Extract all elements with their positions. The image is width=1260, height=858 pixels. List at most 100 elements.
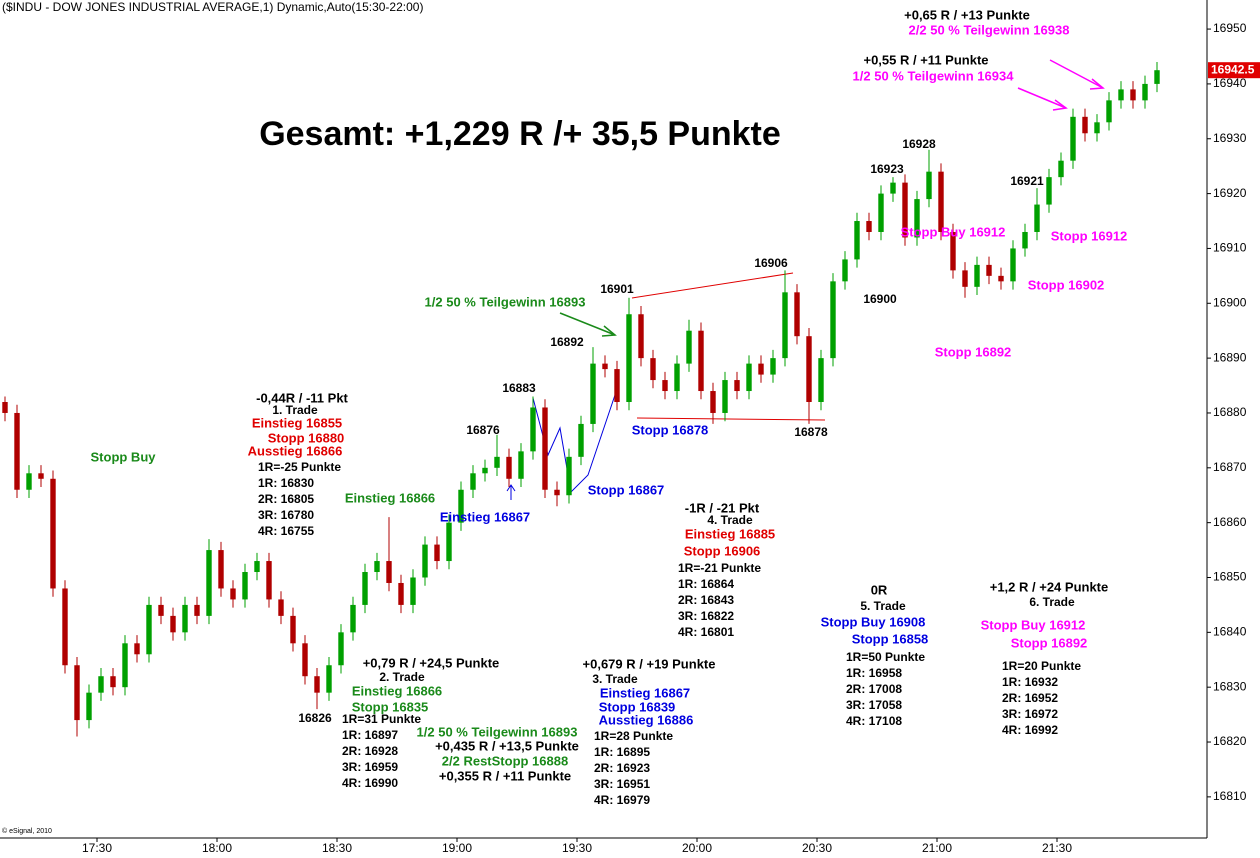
candle-body — [1022, 231, 1028, 249]
annotation: Einstieg 16867 — [600, 685, 690, 700]
y-tick-label: 16920 — [1213, 186, 1247, 200]
annotation: +0,79 R / +24,5 Punkte — [363, 655, 500, 670]
annotation: 3. Trade — [592, 672, 638, 686]
annotation: 1R=-25 Punkte — [258, 460, 341, 474]
candle-body — [482, 467, 488, 474]
annotation: -0,44R / -11 Pkt — [256, 390, 348, 405]
annotation: 5. Trade — [860, 599, 906, 613]
candle-body — [590, 363, 596, 424]
candle-body — [1094, 122, 1100, 134]
annotation: Stopp Buy — [91, 449, 157, 464]
y-tick-label: 16870 — [1213, 460, 1247, 474]
candle-body — [818, 358, 824, 402]
annotation: 2R: 16928 — [342, 744, 398, 758]
candle-body — [86, 692, 92, 721]
candle-body — [146, 604, 152, 655]
candle-body — [686, 330, 692, 364]
annotation: Ausstieg 16866 — [248, 443, 343, 458]
annotation: Ausstieg 16886 — [599, 712, 694, 727]
annotation: 3R: 16780 — [258, 508, 314, 522]
annotation: 2. Trade — [379, 670, 425, 684]
candle-body — [830, 281, 836, 359]
resistance-line — [631, 272, 794, 299]
candle-body — [698, 330, 704, 392]
annotation: Stopp 16892 — [935, 344, 1012, 359]
candle-body — [806, 336, 812, 402]
annotation: 1/2 50 % Teilgewinn 16934 — [853, 68, 1015, 83]
candle-body — [758, 363, 764, 375]
annotation: Stopp 16912 — [1051, 228, 1128, 243]
candle-body — [74, 665, 80, 721]
candle-body — [338, 632, 344, 666]
candle-body — [770, 358, 776, 375]
candle-body — [1082, 116, 1088, 134]
candle-body — [1130, 89, 1136, 101]
annotation: Stopp 16880 — [268, 430, 345, 445]
annotation: 4R: 16979 — [594, 793, 650, 807]
candle-body — [110, 676, 116, 688]
y-tick-label: 16910 — [1213, 241, 1247, 255]
candle-body — [674, 363, 680, 392]
candle-body — [938, 171, 944, 232]
arrow — [1049, 59, 1104, 89]
annotation: 4R: 16990 — [342, 776, 398, 790]
candle-body — [890, 182, 896, 194]
candle-body — [470, 473, 476, 490]
annotation: 4R: 17108 — [846, 714, 902, 728]
annotation: 2R: 17008 — [846, 682, 902, 696]
candle-body — [326, 665, 332, 693]
footer: © eSignal, 2010 — [2, 827, 52, 835]
candle-body — [1118, 89, 1124, 101]
candle-body — [242, 572, 248, 600]
annotation: 1R=-21 Punkte — [678, 561, 761, 575]
y-tick-label: 16890 — [1213, 350, 1247, 364]
candle-body — [986, 264, 992, 276]
candle-body — [26, 473, 32, 490]
candle-body — [230, 588, 236, 600]
candle-body — [650, 358, 656, 381]
annotation: 3R: 16822 — [678, 609, 734, 623]
candles — [2, 61, 1160, 737]
support-line — [636, 417, 826, 421]
candle-body — [506, 456, 512, 479]
candle-body — [422, 544, 428, 578]
candle-body — [62, 588, 68, 666]
candle-body — [14, 412, 20, 490]
y-tick-label: 16860 — [1213, 515, 1247, 529]
candle-body — [626, 314, 632, 402]
annotation: 1R=31 Punkte — [342, 712, 421, 726]
x-tick-label: 19:30 — [562, 841, 592, 855]
annotation: Einstieg 16866 — [345, 490, 435, 505]
x-tick-label: 20:00 — [682, 841, 712, 855]
candle-body — [350, 604, 356, 633]
candle-body — [578, 423, 584, 457]
annotation: 16921 — [1010, 174, 1044, 188]
candle-body — [194, 604, 200, 616]
y-tick-label: 16880 — [1213, 405, 1247, 419]
annotation: 2/2 50 % Teilgewinn 16938 — [909, 22, 1070, 37]
candle-body — [410, 577, 416, 605]
annotation: 2R: 16843 — [678, 593, 734, 607]
candle-body — [2, 401, 8, 413]
candle-body — [842, 259, 848, 282]
candle-body — [1106, 100, 1112, 123]
annotation: 1R=20 Punkte — [1002, 659, 1081, 673]
y-tick-label: 16830 — [1213, 679, 1247, 693]
candle-body — [362, 572, 368, 605]
x-tick-label: 21:30 — [1042, 841, 1072, 855]
candle-body — [878, 193, 884, 232]
candle-body — [542, 407, 548, 490]
candle-body — [1010, 248, 1016, 282]
candle-body — [266, 561, 272, 600]
candle-body — [1034, 204, 1040, 232]
annotation: 3R: 16972 — [1002, 707, 1058, 721]
annotation: -1R / -21 Pkt — [685, 500, 760, 515]
annotation: 16876 — [466, 423, 500, 437]
candle-body — [914, 199, 920, 238]
candle-body — [218, 550, 224, 589]
annotation: 1/2 50 % Teilgewinn 16893 — [425, 294, 586, 309]
annotation: 1R: 16864 — [678, 577, 734, 591]
candle-body — [170, 615, 176, 633]
candle-body — [638, 314, 644, 359]
